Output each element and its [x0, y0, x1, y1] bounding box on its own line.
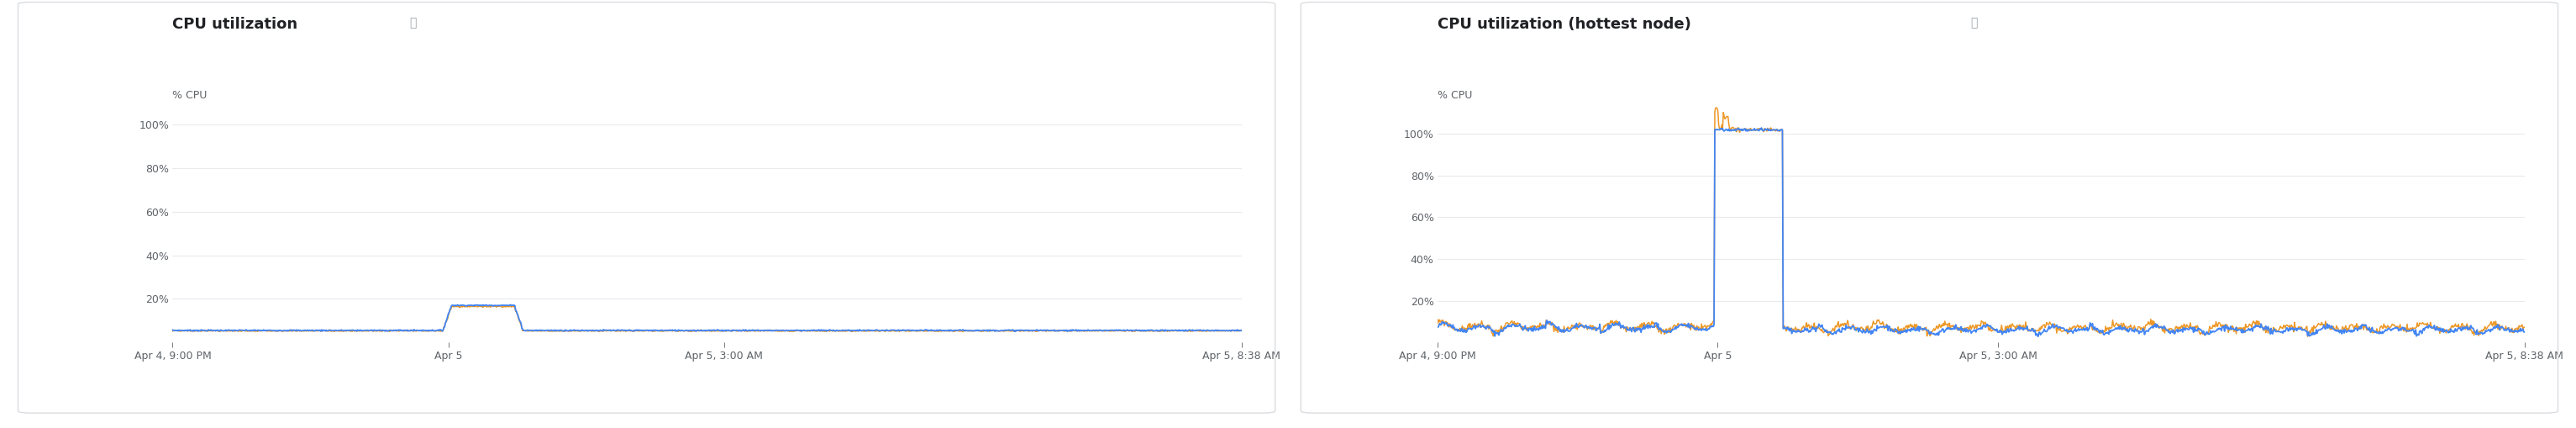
Text: % CPU: % CPU — [173, 89, 206, 101]
Text: ⓘ: ⓘ — [1971, 17, 1978, 29]
Text: CPU utilization: CPU utilization — [173, 17, 299, 32]
Text: % CPU: % CPU — [1437, 89, 1471, 101]
Text: CPU utilization (hottest node): CPU utilization (hottest node) — [1437, 17, 1690, 32]
Text: ⓘ: ⓘ — [410, 17, 417, 29]
